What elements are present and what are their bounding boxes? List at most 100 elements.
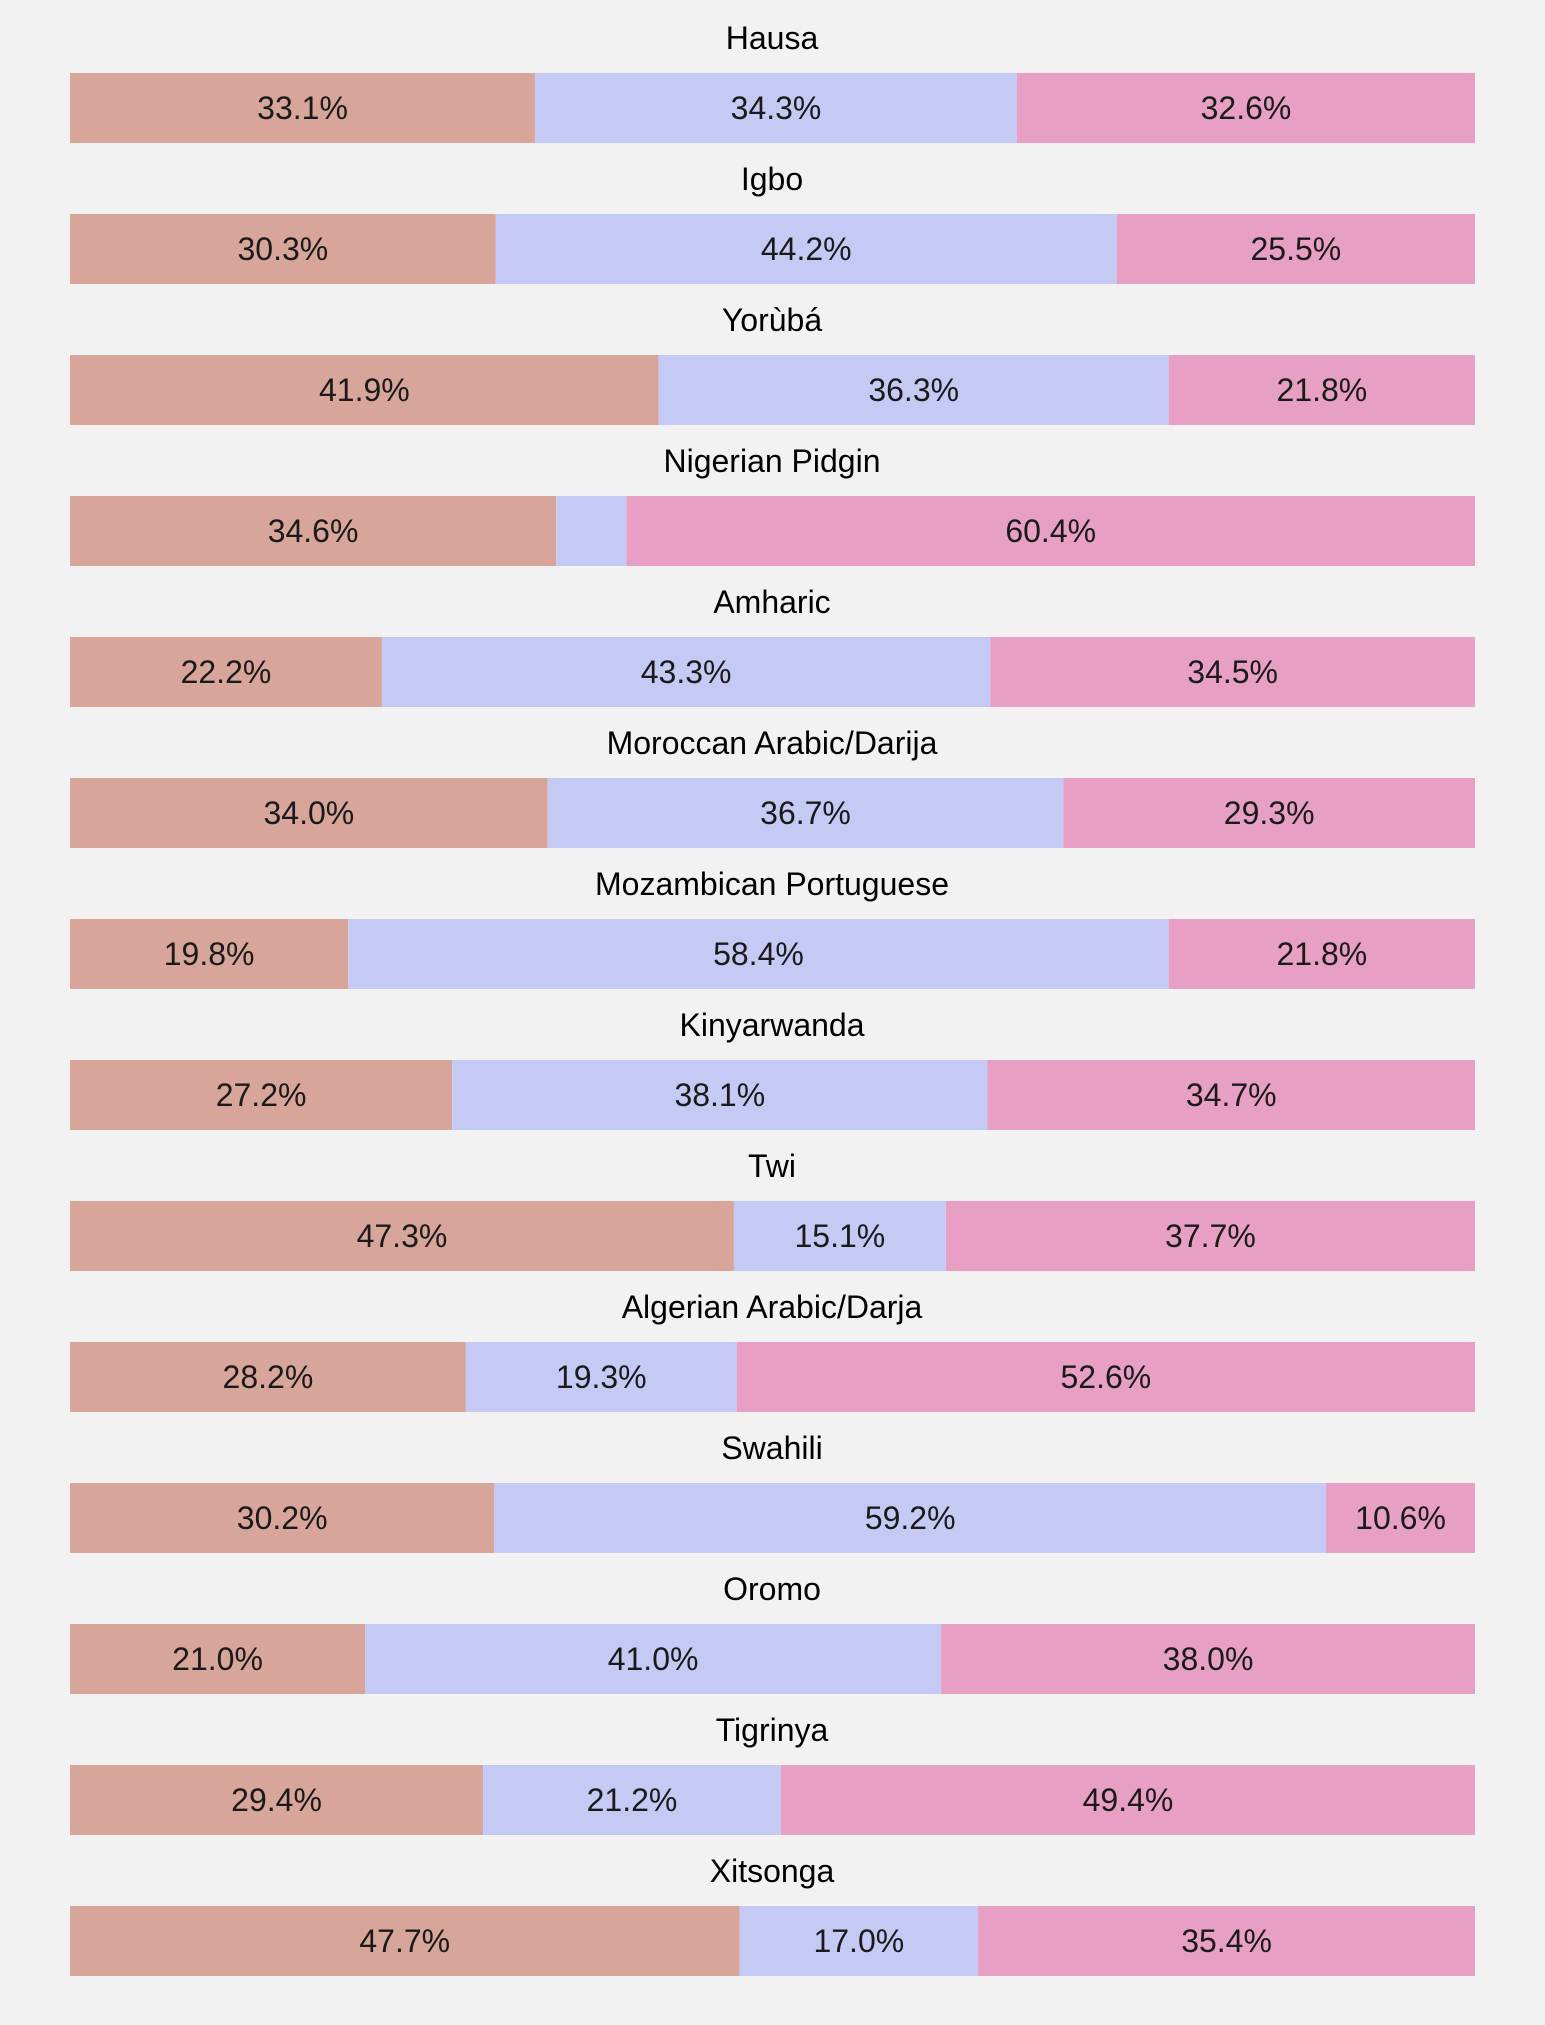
bar-segment-3 — [1063, 778, 1475, 848]
data-label: 47.7% — [359, 1923, 450, 1959]
bar-segment-3 — [1326, 1483, 1475, 1553]
data-label: 58.4% — [713, 936, 804, 972]
data-label: 21.8% — [1276, 372, 1367, 408]
data-label: 30.2% — [237, 1500, 328, 1536]
bar-segment-1 — [70, 214, 496, 284]
bar-segment-3 — [736, 1342, 1475, 1412]
bar-row-yoruba: Yorùbá 41.9% 36.3% 21.8% — [70, 302, 1475, 425]
bar-segment-1 — [70, 1201, 734, 1271]
bar-segment-1 — [70, 1765, 484, 1835]
bar-row-moroccan-arabic-darija: Moroccan Arabic/Darija 34.0% 36.7% 29.3% — [70, 725, 1475, 848]
bar-segment-3 — [941, 1624, 1475, 1694]
row-title: Swahili — [721, 1430, 822, 1466]
data-label: 41.0% — [608, 1641, 699, 1677]
bar-row-hausa: Hausa 33.1% 34.3% 32.6% — [70, 20, 1475, 143]
bar-row-nigerian-pidgin: Nigerian Pidgin 34.6% 60.4% — [70, 443, 1475, 566]
bar-row-amharic: Amharic 22.2% 43.3% 34.5% — [70, 584, 1475, 707]
row-title: Yorùbá — [722, 302, 822, 338]
bar-row-tigrinya: Tigrinya 29.4% 21.2% 49.4% — [70, 1712, 1475, 1835]
data-label: 10.6% — [1355, 1500, 1446, 1536]
row-title: Xitsonga — [710, 1853, 835, 1889]
data-label: 34.5% — [1187, 654, 1278, 690]
bar-row-twi: Twi 47.3% 15.1% 37.7% — [70, 1148, 1475, 1271]
bar-segment-2 — [494, 1483, 1327, 1553]
bar-segment-2 — [465, 1342, 737, 1412]
data-label: 59.2% — [865, 1500, 956, 1536]
row-title: Igbo — [741, 161, 803, 197]
bar-segment-2 — [495, 214, 1117, 284]
data-label: 43.3% — [641, 654, 732, 690]
data-label: 21.2% — [587, 1782, 678, 1818]
bar-segment-1 — [70, 778, 548, 848]
bar-segment-2 — [556, 496, 627, 566]
bar-row-algerian-arabic-darja: Algerian Arabic/Darja 28.2% 19.3% 52.6% — [70, 1289, 1475, 1412]
bar-segment-3 — [1116, 214, 1475, 284]
bar-row-kinyarwanda: Kinyarwanda 27.2% 38.1% 34.7% — [70, 1007, 1475, 1130]
bar-segment-1 — [70, 919, 349, 989]
bar-segment-2 — [535, 73, 1017, 143]
bar-segment-1 — [70, 1342, 466, 1412]
bar-row-mozambican-portuguese: Mozambican Portuguese 19.8% 58.4% 21.8% — [70, 866, 1475, 989]
bar-segment-2 — [348, 919, 1169, 989]
data-label: 21.0% — [172, 1641, 263, 1677]
data-label: 60.4% — [1005, 513, 1096, 549]
bar-segment-2 — [547, 778, 1064, 848]
row-title: Nigerian Pidgin — [663, 443, 880, 479]
bar-segment-3 — [990, 637, 1475, 707]
data-label: 34.6% — [268, 513, 359, 549]
data-label: 21.8% — [1276, 936, 1367, 972]
row-title: Kinyarwanda — [680, 1007, 865, 1043]
data-label: 33.1% — [257, 90, 348, 126]
data-label: 19.8% — [164, 936, 255, 972]
bar-segment-3 — [1168, 919, 1475, 989]
data-label: 34.7% — [1186, 1077, 1277, 1113]
data-label: 15.1% — [795, 1218, 886, 1254]
bar-segment-1 — [70, 73, 536, 143]
row-title: Algerian Arabic/Darja — [622, 1289, 923, 1325]
data-label: 37.7% — [1165, 1218, 1256, 1254]
data-label: 36.3% — [868, 372, 959, 408]
data-label: 25.5% — [1250, 231, 1341, 267]
data-label: 47.3% — [357, 1218, 448, 1254]
bar-segment-3 — [780, 1765, 1475, 1835]
data-label: 44.2% — [761, 231, 852, 267]
data-label: 28.2% — [223, 1359, 314, 1395]
bar-segment-2 — [452, 1060, 988, 1130]
data-label: 27.2% — [216, 1077, 307, 1113]
data-label: 32.6% — [1201, 90, 1292, 126]
bar-segment-3 — [626, 496, 1475, 566]
bar-segment-1 — [70, 1906, 740, 1976]
bar-segment-3 — [987, 1060, 1475, 1130]
data-label: 49.4% — [1083, 1782, 1174, 1818]
data-label: 34.3% — [731, 90, 822, 126]
row-title: Moroccan Arabic/Darija — [607, 725, 938, 761]
bar-segment-1 — [70, 1624, 366, 1694]
chart-rows: Hausa 33.1% 34.3% 32.6% Igbo 30.3% 44.2% 25.5% Y… — [70, 20, 1475, 1976]
bar-segment-1 — [70, 1483, 495, 1553]
bar-segment-1 — [70, 355, 659, 425]
row-title: Hausa — [726, 20, 819, 56]
bar-segment-2 — [483, 1765, 781, 1835]
data-label: 38.1% — [674, 1077, 765, 1113]
bar-segment-3 — [1168, 355, 1475, 425]
bar-row-oromo: Oromo 21.0% 41.0% 38.0% — [70, 1571, 1475, 1694]
data-label: 17.0% — [813, 1923, 904, 1959]
bar-segment-2 — [733, 1201, 946, 1271]
bar-segment-2 — [365, 1624, 942, 1694]
data-label: 29.3% — [1224, 795, 1315, 831]
bar-segment-2 — [658, 355, 1169, 425]
bar-segment-3 — [945, 1201, 1475, 1271]
bar-row-swahili: Swahili 30.2% 59.2% 10.6% — [70, 1430, 1475, 1553]
data-label: 36.7% — [760, 795, 851, 831]
bar-segment-3 — [978, 1906, 1475, 1976]
data-label: 19.3% — [556, 1359, 647, 1395]
bar-segment-1 — [70, 496, 557, 566]
bar-segment-2 — [739, 1906, 979, 1976]
bar-segment-2 — [381, 637, 991, 707]
bar-segment-1 — [70, 1060, 453, 1130]
bar-segment-1 — [70, 637, 382, 707]
bar-row-igbo: Igbo 30.3% 44.2% 25.5% — [70, 161, 1475, 284]
row-title: Twi — [748, 1148, 796, 1184]
data-label: 30.3% — [237, 231, 328, 267]
